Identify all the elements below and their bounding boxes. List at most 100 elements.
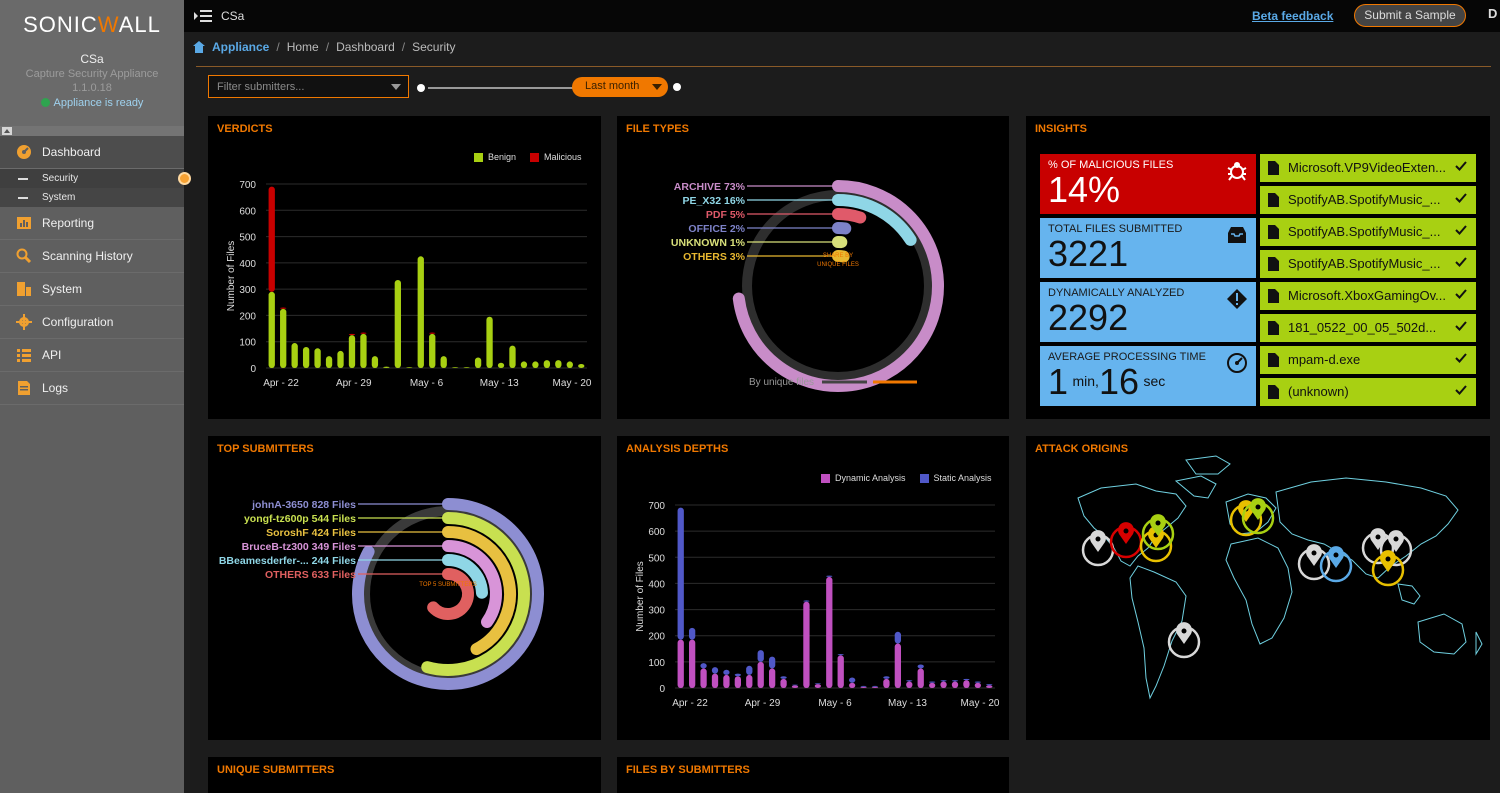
bar-dynamic-analysis[interactable] (837, 655, 844, 688)
sidebar-item-configuration[interactable]: Configuration (0, 306, 184, 339)
bar-static-analysis[interactable] (917, 664, 924, 669)
landmass[interactable] (1275, 477, 1459, 579)
bar-static-analysis[interactable] (711, 667, 719, 674)
sidebar-collapse-bar[interactable] (0, 126, 184, 136)
landmass[interactable] (1129, 565, 1187, 700)
bar-static-analysis[interactable] (837, 654, 844, 656)
range-slider-end-handle[interactable] (673, 83, 681, 91)
bar-benign[interactable] (520, 361, 528, 368)
bar-dynamic-analysis[interactable] (746, 674, 753, 688)
bar-malicious[interactable] (280, 307, 287, 309)
bar-malicious[interactable] (268, 186, 275, 292)
bar-benign[interactable] (532, 361, 539, 368)
bar-dynamic-analysis[interactable] (883, 678, 890, 688)
bar-dynamic-analysis[interactable] (826, 576, 833, 688)
bar-malicious[interactable] (360, 332, 367, 334)
bar-benign[interactable] (268, 291, 275, 368)
bar-benign[interactable] (543, 360, 551, 368)
file-list-item[interactable]: Microsoft.VP9VideoExten... (1260, 154, 1476, 182)
bar-static-analysis[interactable] (883, 676, 890, 679)
sidebar-item-system[interactable]: System (0, 273, 184, 306)
ring-arc[interactable] (732, 180, 944, 392)
home-icon[interactable] (192, 40, 206, 54)
bar-static-analysis[interactable] (746, 665, 753, 675)
landmass[interactable] (1225, 537, 1293, 645)
beta-feedback-link[interactable]: Beta feedback (1252, 9, 1334, 23)
bar-static-analysis[interactable] (963, 678, 970, 681)
legend-swatch-dynamic[interactable] (821, 473, 830, 483)
bar-benign[interactable] (348, 335, 356, 368)
bar-dynamic-analysis[interactable] (723, 674, 730, 688)
bar-benign[interactable] (578, 364, 585, 368)
bar-static-analysis[interactable] (940, 680, 947, 682)
legend-swatch-static[interactable] (919, 473, 929, 483)
bar-static-analysis[interactable] (860, 685, 867, 687)
ring-arc[interactable] (442, 540, 502, 628)
bar-dynamic-analysis[interactable] (757, 661, 764, 688)
bar-benign[interactable] (314, 348, 321, 368)
bar-static-analysis[interactable] (951, 680, 959, 682)
bar-dynamic-analysis[interactable] (894, 643, 901, 688)
bar-dynamic-analysis[interactable] (860, 686, 867, 688)
bar-dynamic-analysis[interactable] (700, 668, 707, 688)
breadcrumb-appliance[interactable]: Appliance (212, 40, 270, 54)
submit-sample-button[interactable]: Submit a Sample (1354, 4, 1466, 27)
bar-dynamic-analysis[interactable] (906, 681, 913, 688)
bar-dynamic-analysis[interactable] (974, 682, 981, 688)
bar-dynamic-analysis[interactable] (871, 686, 879, 688)
sidebar-item-scanning-history[interactable]: Scanning History (0, 240, 184, 273)
bar-dynamic-analysis[interactable] (803, 601, 810, 688)
legend-swatch-malicious[interactable] (530, 152, 540, 162)
ring-arc[interactable] (421, 512, 530, 676)
world-map[interactable] (1026, 436, 1490, 740)
ring-arc[interactable] (442, 554, 488, 599)
bar-static-analysis[interactable] (929, 681, 936, 683)
file-list-item[interactable]: mpam-d.exe (1260, 346, 1476, 374)
bar-dynamic-analysis[interactable] (791, 685, 799, 688)
sidebar-subitem-security[interactable]: Security (0, 169, 191, 188)
ring-arc[interactable] (832, 208, 867, 224)
file-list-item[interactable]: SpotifyAB.SpotifyMusic_... (1260, 250, 1476, 278)
bar-static-analysis[interactable] (791, 684, 799, 686)
bar-static-analysis[interactable] (803, 600, 810, 602)
range-slider-start-handle[interactable] (417, 84, 425, 92)
sidebar-item-reporting[interactable]: Reporting (0, 207, 184, 240)
bar-static-analysis[interactable] (894, 631, 901, 644)
bar-static-analysis[interactable] (871, 685, 879, 687)
bar-benign[interactable] (463, 367, 470, 368)
sidebar-item-logs[interactable]: Logs (0, 372, 184, 405)
bar-static-analysis[interactable] (986, 684, 993, 686)
bar-benign[interactable] (406, 367, 413, 368)
time-range-dropdown[interactable]: Last month (572, 77, 668, 97)
bar-benign[interactable] (509, 345, 516, 368)
bar-dynamic-analysis[interactable] (711, 673, 719, 688)
ring-arc[interactable] (352, 498, 544, 690)
menu-toggle-icon[interactable] (194, 9, 212, 23)
bar-static-analysis[interactable] (780, 676, 787, 679)
landmass[interactable] (1397, 583, 1421, 605)
bar-malicious[interactable] (348, 333, 356, 336)
sidebar-item-api[interactable]: API (0, 339, 184, 372)
bar-malicious[interactable] (429, 332, 436, 334)
insight-processing-time-card[interactable]: AVERAGE PROCESSING TIME 1 min,16 sec (1040, 346, 1256, 406)
file-list-item[interactable]: 181_0522_00_05_502d... (1260, 314, 1476, 342)
bar-static-analysis[interactable] (906, 680, 913, 682)
bar-static-analysis[interactable] (769, 656, 776, 669)
file-list-item[interactable]: Microsoft.XboxGamingOv... (1260, 282, 1476, 310)
bar-benign[interactable] (417, 256, 424, 368)
bar-static-analysis[interactable] (757, 650, 764, 662)
landmass[interactable] (1185, 455, 1231, 475)
bar-benign[interactable] (291, 343, 298, 368)
breadcrumb-home[interactable]: Home (286, 40, 319, 54)
bar-benign[interactable] (566, 361, 573, 368)
bar-dynamic-analysis[interactable] (917, 668, 924, 688)
bar-static-analysis[interactable] (723, 669, 730, 675)
bar-static-analysis[interactable] (689, 627, 696, 640)
bar-dynamic-analysis[interactable] (814, 684, 821, 688)
legend-swatch-benign[interactable] (474, 152, 483, 162)
bar-benign[interactable] (555, 360, 562, 368)
bar-dynamic-analysis[interactable] (677, 639, 684, 688)
insight-total-files-card[interactable]: TOTAL FILES SUBMITTED 3221 (1040, 218, 1256, 278)
sonicwall-logo[interactable]: SONICWALL (0, 12, 184, 38)
bar-dynamic-analysis[interactable] (734, 676, 741, 688)
